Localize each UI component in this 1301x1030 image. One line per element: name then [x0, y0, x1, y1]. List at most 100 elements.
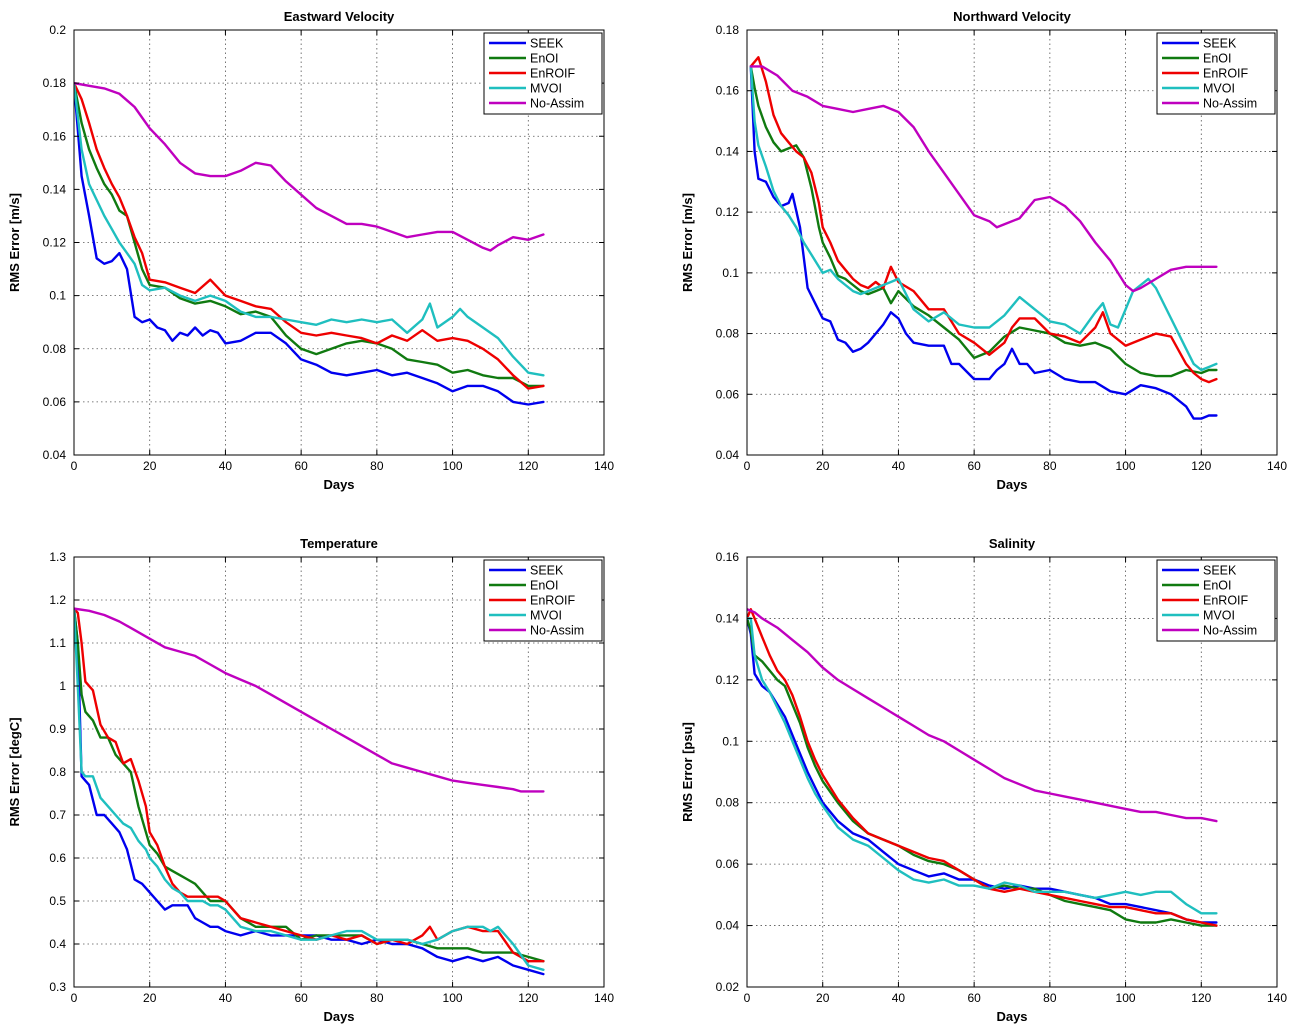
legend-label: SEEK	[1203, 564, 1237, 578]
x-tick-label: 80	[370, 991, 384, 1005]
y-tick-label: 0.3	[49, 980, 66, 994]
y-tick-label: 0.16	[716, 550, 740, 564]
chart-title: Northward Velocity	[953, 9, 1072, 24]
legend-label: EnROIF	[530, 67, 576, 81]
y-tick-label: 0.12	[716, 673, 740, 687]
series-line-enoi	[74, 607, 545, 963]
x-tick-label: 40	[892, 459, 906, 473]
y-tick-label: 0.08	[43, 342, 67, 356]
x-axis-label: Days	[323, 1009, 354, 1024]
x-tick-label: 20	[816, 991, 830, 1005]
x-tick-label: 100	[443, 991, 463, 1005]
series-line-enoi	[747, 617, 1218, 927]
y-tick-label: 0.08	[716, 796, 740, 810]
y-tick-label: 0.18	[716, 23, 740, 37]
y-tick-label: 0.04	[43, 448, 67, 462]
chart-panel-4: 0 20 40 60 80 100 120 140 0.02 0.04 0.06 0.08 0.1 0.1…	[680, 536, 1287, 1024]
x-tick-label: 120	[518, 991, 538, 1005]
y-tick-label: 1.2	[49, 593, 66, 607]
legend-label: EnROIF	[1203, 594, 1249, 608]
x-axis-label: Days	[996, 1009, 1027, 1024]
y-axis-label: RMS Error [m/s]	[7, 193, 22, 292]
y-tick-label: 0.16	[43, 129, 67, 143]
y-tick-label: 0.08	[716, 327, 740, 341]
y-tick-label: 0.02	[716, 980, 740, 994]
legend-label: MVOI	[530, 82, 562, 96]
x-tick-label: 80	[370, 459, 384, 473]
legend-label: MVOI	[530, 609, 562, 623]
chart-panel-1: 0 20 40 60 80 100 120 140 0.04 0.06 0.08 0.1 0.12 0.1…	[7, 9, 614, 492]
x-tick-label: 0	[71, 991, 78, 1005]
y-tick-label: 0.06	[716, 857, 740, 871]
chart-title: Salinity	[989, 536, 1036, 551]
y-tick-label: 0.14	[716, 144, 740, 158]
series-line-enroif	[74, 81, 545, 390]
series-line-mvoi	[749, 65, 1218, 372]
legend-label: MVOI	[1203, 82, 1235, 96]
legend-label: EnROIF	[530, 594, 576, 608]
x-tick-label: 120	[518, 459, 538, 473]
x-tick-label: 20	[143, 991, 157, 1005]
x-tick-label: 60	[294, 459, 308, 473]
series-line-seek	[747, 617, 1218, 924]
y-tick-label: 0.12	[716, 205, 740, 219]
x-tick-label: 140	[594, 459, 614, 473]
chart-panel-3: 0 20 40 60 80 100 120 140 0.3 0.4 0.5 0.6 0.7 0.8 0.9 1…	[7, 536, 614, 1024]
x-tick-label: 140	[594, 991, 614, 1005]
x-tick-label: 40	[219, 459, 233, 473]
series-line-enoi	[749, 65, 1218, 378]
legend-label: SEEK	[530, 37, 564, 51]
x-tick-label: 60	[967, 459, 981, 473]
x-tick-label: 100	[1116, 991, 1136, 1005]
x-tick-label: 120	[1191, 459, 1211, 473]
chart-title: Eastward Velocity	[284, 9, 395, 24]
legend-label: No-Assim	[1203, 624, 1257, 638]
y-tick-label: 1	[59, 679, 66, 693]
legend-label: EnOI	[1203, 579, 1232, 593]
y-tick-label: 1.3	[49, 550, 66, 564]
y-tick-label: 0.1	[722, 734, 739, 748]
legend-label: SEEK	[530, 564, 564, 578]
x-tick-label: 60	[294, 991, 308, 1005]
series-line-seek	[74, 607, 545, 976]
x-tick-label: 140	[1267, 459, 1287, 473]
y-tick-label: 0.12	[43, 236, 67, 250]
x-tick-label: 140	[1267, 991, 1287, 1005]
y-tick-label: 0.04	[716, 448, 740, 462]
y-tick-label: 0.6	[49, 851, 66, 865]
y-tick-label: 0.1	[49, 289, 66, 303]
x-tick-label: 60	[967, 991, 981, 1005]
series-line-enroif	[74, 607, 545, 963]
x-axis-label: Days	[323, 477, 354, 492]
y-tick-label: 0.8	[49, 765, 66, 779]
y-tick-label: 0.06	[43, 395, 67, 409]
y-axis-label: RMS Error [degC]	[7, 717, 22, 826]
series-line-seek	[74, 81, 545, 406]
series-line-mvoi	[747, 617, 1218, 915]
series-line-enroif	[749, 56, 1218, 384]
series-line-no-assim	[74, 607, 545, 793]
y-tick-label: 0.18	[43, 76, 67, 90]
series-line-no-assim	[74, 81, 545, 252]
y-axis-label: RMS Error [m/s]	[680, 193, 695, 292]
chart-title: Temperature	[300, 536, 378, 551]
x-tick-label: 20	[143, 459, 157, 473]
y-tick-label: 0.4	[49, 937, 66, 951]
x-tick-label: 40	[892, 991, 906, 1005]
y-tick-label: 0.04	[716, 919, 740, 933]
y-tick-label: 0.14	[43, 182, 67, 196]
legend-label: EnOI	[1203, 52, 1232, 66]
x-tick-label: 100	[1116, 459, 1136, 473]
x-tick-label: 80	[1043, 459, 1057, 473]
series-line-no-assim	[747, 608, 1218, 823]
legend-label: MVOI	[1203, 609, 1235, 623]
y-tick-label: 1.1	[49, 636, 66, 650]
y-tick-label: 0.7	[49, 808, 66, 822]
y-tick-label: 0.1	[722, 266, 739, 280]
axes-box	[746, 556, 1278, 988]
